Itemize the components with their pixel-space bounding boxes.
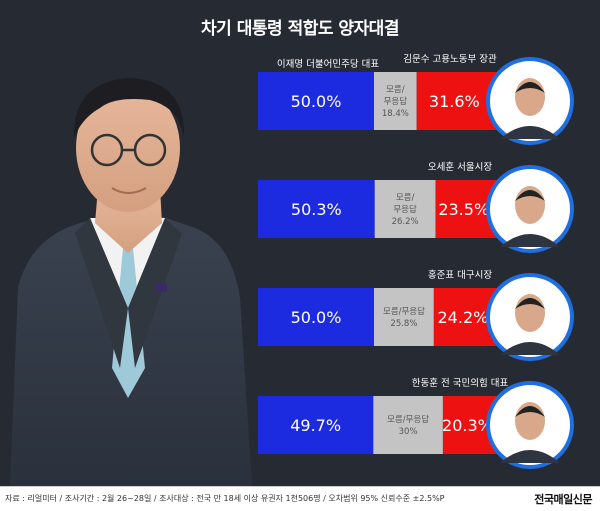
bar-undecided: [374, 180, 436, 238]
main-candidate-portrait: [10, 78, 252, 486]
opponent-photo: [500, 342, 560, 355]
value-label-lee: 50.0%: [291, 92, 342, 111]
undecided-label: 30%: [399, 427, 418, 437]
value-label-opponent: 24.2%: [438, 308, 489, 327]
publisher-logo: 전국매일신문: [534, 493, 592, 506]
bar-undecided: [374, 288, 434, 346]
value-label-lee: 50.3%: [291, 200, 342, 219]
value-label-opponent: 31.6%: [429, 92, 480, 111]
undecided-label: 모름/무응답: [387, 414, 429, 425]
bar-lee: [258, 180, 375, 238]
opponent-hair: [515, 82, 545, 93]
value-label-opponent: 23.5%: [438, 200, 489, 219]
opponent-hair: [515, 190, 545, 201]
opponent-photo: [500, 450, 560, 463]
opponent-hair: [515, 298, 545, 309]
chart-title: 차기 대통령 적합도 양자대결: [201, 19, 399, 39]
undecided-label: 18.4%: [382, 109, 409, 119]
opponent-photo: [500, 126, 560, 139]
opponent-label: 홍준표 대구시장: [428, 269, 492, 281]
undecided-label: 25.8%: [390, 319, 417, 329]
undecided-label: 모름/무응답: [383, 306, 425, 317]
opponent-label: 오세훈 서울시장: [428, 161, 492, 173]
bar-lee: [258, 288, 374, 346]
value-label-lee: 49.7%: [290, 416, 341, 435]
undecided-label: 모름/: [386, 85, 405, 95]
bar-lee: [258, 396, 374, 454]
opponent-label: 한동훈 전 국민의힘 대표: [412, 377, 509, 389]
main-candidate-label: 이재명 더불어민주당 대표: [276, 59, 380, 70]
footer: 자료 : 리얼미터 / 조사기간 : 2월 26~28일 / 조사대상 : 전국…: [0, 486, 600, 511]
value-label-lee: 50.0%: [291, 308, 342, 327]
undecided-label: 26.2%: [392, 217, 419, 227]
undecided-label: 모름/: [396, 193, 415, 203]
bar-undecided: [373, 396, 443, 454]
opponent-label: 김문수 고용노동부 장관: [403, 53, 497, 65]
bar-lee: [258, 72, 374, 130]
undecided-label: 무응답: [384, 96, 408, 107]
value-label-opponent: 20.3%: [442, 416, 493, 435]
opponent-photo: [500, 234, 560, 247]
bar-undecided: [374, 72, 417, 130]
source-note: 자료 : 리얼미터 / 조사기간 : 2월 26~28일 / 조사대상 : 전국…: [5, 494, 445, 503]
opponent-hair: [515, 406, 545, 417]
undecided-label: 무응답: [393, 204, 417, 215]
